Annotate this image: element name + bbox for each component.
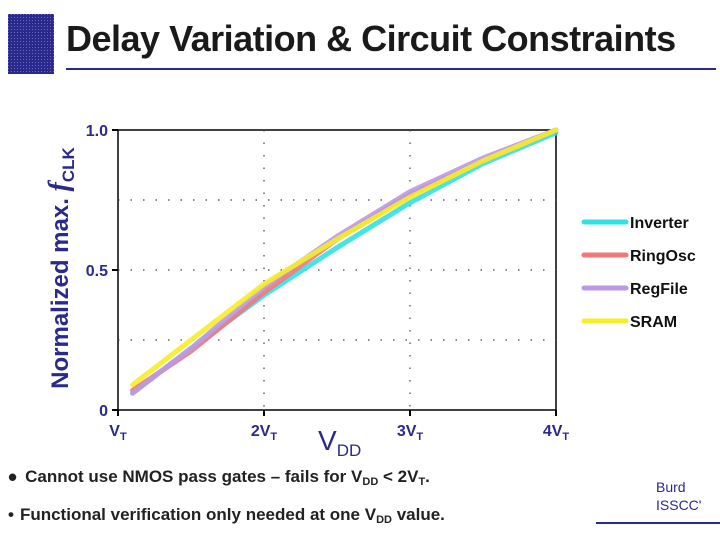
y-tick-label-1: 0.5 <box>86 263 108 280</box>
bullet-2-sub-a: DD <box>376 514 392 526</box>
bullet-1-text-c: . <box>425 467 430 486</box>
series-layer <box>130 127 559 396</box>
title-accent-fill <box>8 14 54 74</box>
credit-venue: ISSCC' <box>656 497 702 513</box>
x-tick-label-1: 2VT <box>251 423 278 443</box>
bullet-2-text-b: value. <box>391 505 445 524</box>
bullet-1-text-a: Cannot use NMOS pass gates – fails for V <box>25 467 363 486</box>
credit-underline <box>596 522 720 524</box>
chart: 0 0.5 1.0 VT 2VT 3VT 4VT Normalized max. fCLK… <box>44 123 696 460</box>
slide-title: Delay Variation & Circuit Constraints <box>66 18 676 59</box>
legend-label-ringosc: RingOsc <box>630 248 696 265</box>
plot-area <box>117 129 557 411</box>
y-axis-label-f: f <box>44 179 75 191</box>
title-underline <box>66 68 716 70</box>
y-tick-label-0: 0 <box>99 403 108 420</box>
y-axis-label-sub: CLK <box>59 146 78 182</box>
x-axis-label-sub: DD <box>337 441 362 460</box>
y-axis-label: Normalized max. fCLK <box>44 146 78 388</box>
bullet-2: • Functional verification only needed at … <box>8 505 445 526</box>
legend-label-regfile: RegFile <box>630 281 688 298</box>
bullet-1: • Cannot use NMOS pass gates – fails for … <box>8 462 430 493</box>
legend: Inverter RingOsc RegFile SRAM <box>581 215 696 331</box>
series-line-sram <box>130 127 559 388</box>
source-credit: Burd ISSCC' <box>656 478 701 514</box>
bullet-2-text-a: Functional verification only needed at o… <box>19 505 377 524</box>
x-tick-label-2: 3VT <box>397 423 424 443</box>
bullet-1-marker: • <box>8 462 18 492</box>
x-axis-label: VDD <box>318 425 361 460</box>
credit-author: Burd <box>656 479 686 495</box>
y-axis-label-main: Normalized max. <box>47 191 74 388</box>
x-tick-label-0: VT <box>109 423 127 443</box>
bullet-1-text-b: < 2V <box>378 467 419 486</box>
y-axis-ticks: 0 0.5 1.0 <box>86 123 118 420</box>
y-tick-label-2: 1.0 <box>86 123 108 140</box>
bullet-2-marker: • <box>8 505 14 524</box>
bullet-1-sub-b: T <box>418 476 426 488</box>
x-axis-label-main: V <box>318 425 337 456</box>
title-accent-square <box>8 14 54 74</box>
legend-label-sram: SRAM <box>630 314 677 331</box>
x-tick-label-3: 4VT <box>543 423 570 443</box>
bullet-1-sub-a: DD <box>362 476 379 488</box>
legend-label-inverter: Inverter <box>630 215 689 232</box>
x-axis-ticks: VT 2VT 3VT 4VT <box>109 410 569 443</box>
